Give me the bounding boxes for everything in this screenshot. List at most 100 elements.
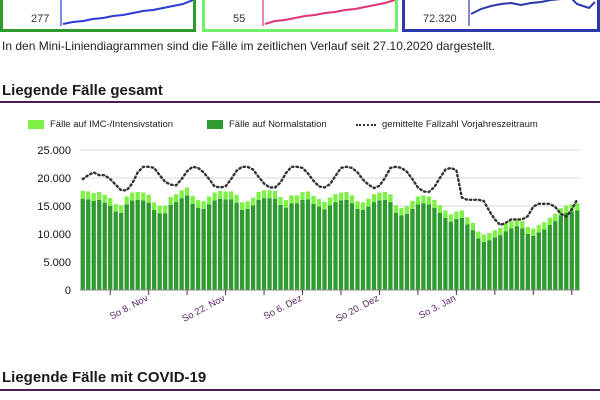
bar-icu (316, 199, 322, 207)
mini-value-2: 55 (233, 13, 246, 25)
bar-icu (564, 205, 569, 213)
bar-icu (272, 190, 278, 199)
bar-normal (135, 199, 140, 290)
bar-normal (185, 195, 190, 290)
bar-icu (503, 223, 508, 232)
mini-chart-card-2[interactable]: 55 (202, 0, 398, 32)
bar-normal (223, 199, 228, 290)
bar-icu (245, 201, 250, 209)
bar-normal (333, 202, 338, 290)
bar-normal (476, 238, 481, 290)
bar-normal (344, 199, 349, 290)
bar-icu (206, 196, 212, 205)
mini-chart-card-3[interactable]: 72.320 (402, 0, 600, 32)
bar-icu (130, 192, 135, 201)
bar-normal (432, 207, 437, 290)
bar-icu (465, 217, 470, 225)
bar-normal (179, 198, 184, 290)
bar-icu (124, 196, 129, 205)
bar-normal (531, 235, 536, 290)
bar-icu (278, 197, 283, 205)
bar-normal (261, 198, 267, 290)
bar-icu (228, 191, 234, 200)
bar-icu (91, 193, 96, 201)
legend-item-normal[interactable]: Fälle auf Normalstation (207, 119, 327, 130)
bar-icu (157, 205, 162, 214)
bar-icu (432, 199, 437, 208)
bar-normal (553, 221, 558, 290)
bar-icu (234, 194, 239, 203)
bar-icu (509, 221, 514, 229)
bar-normal (152, 209, 157, 290)
bar-normal (206, 204, 212, 290)
bar-icu (135, 192, 140, 200)
bar-normal (113, 211, 118, 290)
mini-line-3 (470, 0, 596, 15)
bar-icu (311, 195, 316, 204)
bar-icu (388, 194, 393, 203)
bar-normal (481, 241, 486, 290)
bar-icu (86, 191, 91, 200)
bar-icu (212, 192, 217, 201)
bar-normal (366, 206, 371, 290)
bar-normal (195, 207, 201, 290)
mini-chart-card-1[interactable]: 277 (0, 0, 196, 32)
bar-icu (410, 200, 415, 209)
section-divider-2 (0, 389, 600, 391)
y-tick-label: 20.000 (37, 173, 71, 185)
bar-normal (327, 205, 333, 290)
bar-normal (300, 199, 305, 290)
bar-normal (388, 202, 393, 290)
bar-normal (514, 226, 519, 290)
bar-icu (349, 195, 355, 204)
legend-item-previous-year[interactable]: gemittelte Fallzahl Vorjahreszeitraum (356, 119, 538, 130)
legend-item-icu[interactable]: Fälle auf IMC-/Intensivstation (28, 119, 173, 130)
bar-normal (239, 209, 245, 290)
bar-normal (146, 202, 151, 290)
bar-icu (217, 190, 223, 199)
line-layer (81, 165, 579, 227)
bar-icu (152, 202, 157, 210)
bar-icu (338, 192, 344, 201)
bar-normal (382, 199, 388, 290)
chart-legend: Fälle auf IMC-/Intensivstation Fälle auf… (0, 119, 600, 133)
x-tick-label: So 6. Dez (262, 293, 304, 322)
section-divider-1 (0, 101, 600, 103)
bar-normal (174, 202, 179, 290)
bar-icu (531, 228, 536, 236)
bar-normal (294, 203, 300, 290)
bar-icu (179, 190, 184, 199)
legend-swatch-icu (28, 120, 44, 129)
bar-normal (459, 217, 465, 290)
bar-icu (190, 195, 195, 204)
bar-icu (542, 222, 547, 230)
bar-normal (119, 212, 124, 290)
mini-line-2 (264, 0, 395, 25)
bar-normal (256, 199, 261, 290)
bar-layer (80, 187, 580, 290)
bar-normal (228, 199, 234, 290)
bar-icu (575, 203, 580, 211)
bar-normal (245, 208, 250, 290)
bar-icu (443, 210, 448, 218)
bar-normal (322, 209, 327, 290)
bar-normal (404, 213, 410, 290)
bar-normal (509, 228, 514, 290)
mini-line-chart-3 (468, 0, 596, 26)
bar-normal (399, 215, 404, 290)
bar-normal (212, 200, 217, 290)
bar-normal (525, 234, 530, 290)
x-tick-label: So 22. Nov (180, 293, 227, 325)
bar-icu (377, 192, 382, 201)
bar-normal (163, 213, 168, 290)
bar-icu (185, 187, 190, 196)
bar-icu (261, 190, 267, 199)
bar-icu (322, 201, 327, 210)
bar-icu (355, 201, 360, 209)
bar-icu (305, 191, 311, 200)
bar-normal (338, 200, 344, 290)
bar-icu (536, 225, 541, 233)
bar-normal (542, 229, 547, 290)
bar-icu (448, 214, 454, 222)
bar-icu (223, 191, 228, 200)
